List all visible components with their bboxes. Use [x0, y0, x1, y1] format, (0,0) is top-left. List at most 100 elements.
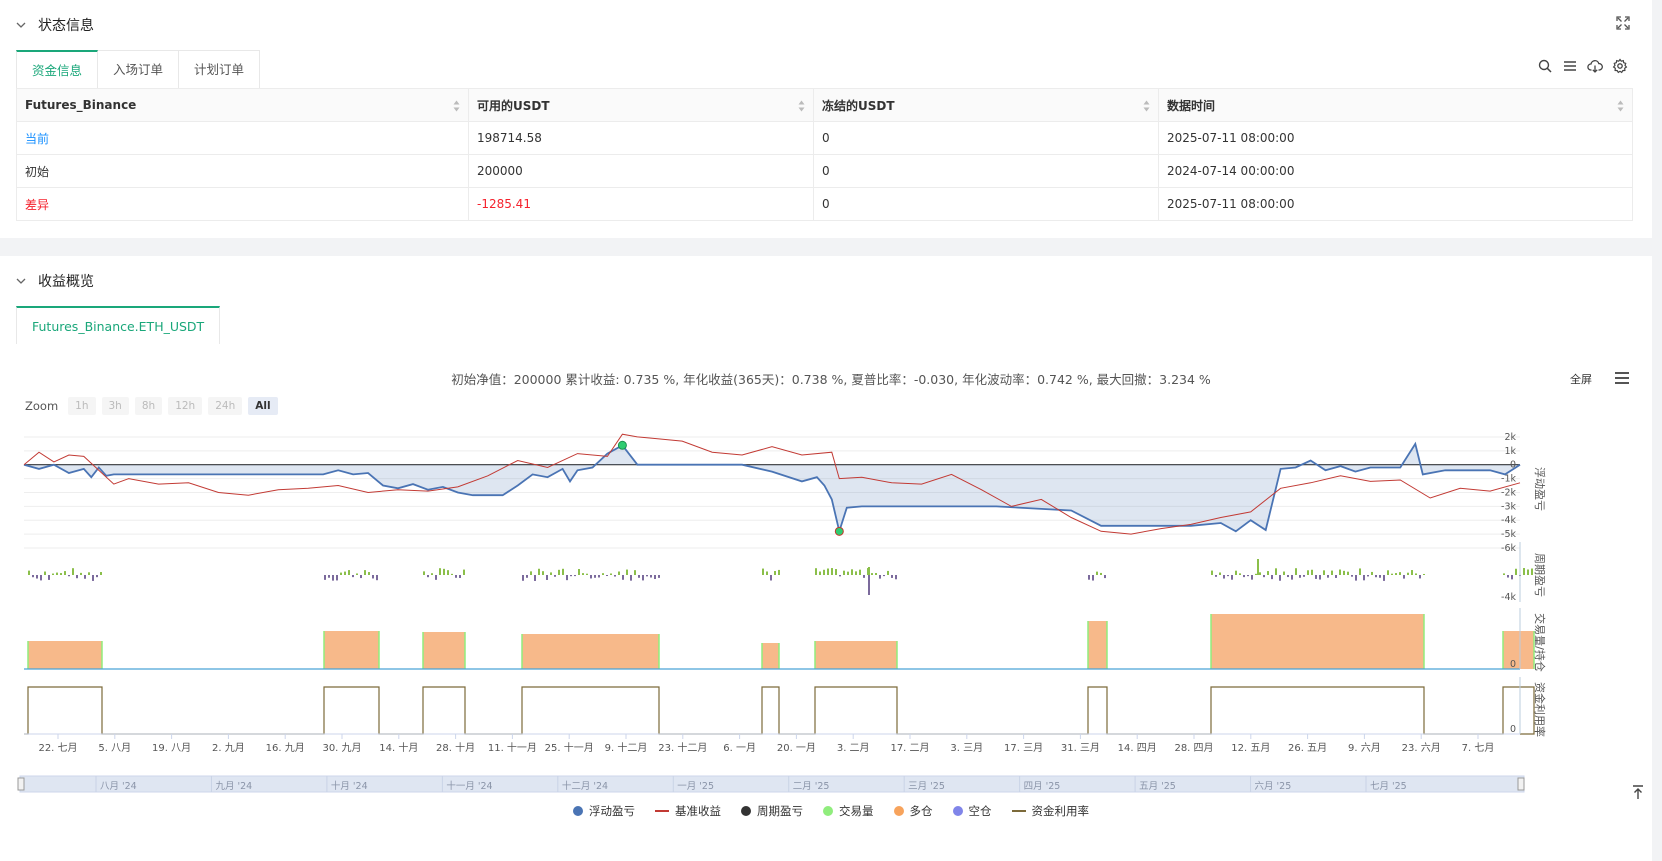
period-pnl-bar	[546, 575, 548, 580]
navigator-tick-label: 四月 '25	[1024, 781, 1061, 792]
col-time[interactable]: 数据时间	[1158, 88, 1633, 122]
period-pnl-bar	[1223, 575, 1225, 579]
zoom-all-button[interactable]: All	[248, 397, 278, 415]
col-available[interactable]: 可用的USDT	[468, 88, 814, 122]
period-pnl-bar	[868, 575, 870, 595]
y-tick-label: -4k	[1501, 592, 1516, 603]
chart-axes: 2k 1k 0 -1k -2k -3k -4k -5k -6k 浮动盈亏 -4k 周期盈亏 0 交易量/持…	[17, 432, 1547, 793]
navigator-tick-label: 八月 '24	[100, 781, 137, 792]
x-tick-label: 11. 十一月	[488, 741, 537, 754]
period-pnl-bar	[348, 570, 350, 575]
period-pnl-bar	[594, 575, 596, 578]
hamburger-menu-icon[interactable]	[1614, 371, 1630, 385]
legend-floating-pnl[interactable]: 浮动盈亏	[573, 803, 635, 819]
chevron-down-icon[interactable]	[16, 276, 26, 286]
x-tick-label: 12. 五月	[1231, 742, 1270, 754]
gear-icon[interactable]	[1612, 58, 1628, 74]
legend-long[interactable]: 多仓	[893, 803, 933, 819]
period-pnl-bar	[1523, 568, 1525, 575]
period-pnl-bar	[60, 573, 62, 575]
period-pnl-bar	[1104, 575, 1106, 579]
col-exchange[interactable]: Futures_Binance	[16, 88, 469, 122]
period-pnl-bar	[586, 573, 588, 575]
fullscreen-icon[interactable]	[1616, 16, 1630, 30]
list-icon[interactable]	[1562, 58, 1578, 74]
period-pnl-bar	[774, 571, 776, 575]
zoom-1h-button[interactable]: 1h	[68, 397, 96, 415]
period-pnl-bar	[891, 575, 893, 578]
period-pnl-bar	[538, 568, 540, 575]
col-frozen[interactable]: 冻结的USDT	[813, 88, 1159, 122]
long-position-block	[1503, 631, 1534, 669]
x-tick-label: 23. 十二月	[658, 741, 707, 754]
panel-label: 资金利用率	[1533, 682, 1547, 737]
entry-marker	[617, 440, 627, 450]
legend-utilization[interactable]: 资金利用率	[1011, 803, 1089, 819]
sort-icon[interactable]	[453, 100, 460, 112]
period-pnl-bar	[610, 573, 612, 575]
tab-symbol[interactable]: Futures_Binance.ETH_USDT	[16, 306, 221, 344]
tab-funds[interactable]: 资金信息	[16, 50, 99, 88]
table-toolbar	[1537, 58, 1628, 74]
period-pnl-bar	[1319, 575, 1321, 580]
period-pnl-bar	[1367, 575, 1369, 577]
row-label-current[interactable]: 当前	[16, 121, 469, 155]
legend-volume[interactable]: 交易量	[823, 803, 874, 819]
period-pnl-bar	[578, 569, 580, 575]
tab-plan-orders[interactable]: 计划订单	[179, 50, 261, 88]
period-pnl-bar	[847, 571, 849, 575]
volume-position-panel	[24, 614, 1535, 670]
sort-icon[interactable]	[1617, 100, 1624, 112]
chevron-down-icon[interactable]	[16, 20, 26, 30]
search-icon[interactable]	[1537, 58, 1553, 74]
zoom-8h-button[interactable]: 8h	[134, 397, 163, 415]
period-pnl-bar	[352, 575, 354, 578]
period-pnl-bar	[32, 575, 34, 578]
profit-panel: 收益概览 Futures_Binance.ETH_USDT	[0, 256, 1652, 861]
period-pnl-bar	[630, 575, 632, 581]
scroll-to-top-icon[interactable]	[1626, 780, 1650, 804]
period-pnl-bar	[1395, 573, 1397, 575]
x-tick-label: 14. 四月	[1118, 742, 1157, 754]
period-pnl-bar	[863, 575, 865, 578]
legend-benchmark[interactable]: 基准收益	[655, 803, 721, 819]
period-pnl-bar	[887, 570, 889, 575]
legend-short[interactable]: 空仓	[952, 803, 992, 819]
period-pnl-bar	[831, 568, 833, 575]
profit-chart[interactable]: 2k 1k 0 -1k -2k -3k -4k -5k -6k 浮动盈亏 -4k 周期盈亏 0 交易量/持…	[0, 420, 1662, 800]
period-pnl-bar	[1303, 575, 1305, 577]
period-pnl-bar	[64, 571, 66, 575]
sort-icon[interactable]	[1143, 100, 1150, 112]
period-pnl-bar	[40, 575, 42, 581]
legend-marker	[573, 806, 583, 816]
period-pnl-bar	[1531, 568, 1533, 575]
x-tick-label: 28. 十月	[436, 741, 475, 754]
period-pnl-bar	[530, 571, 532, 575]
status-panel-header[interactable]: 状态信息	[16, 14, 94, 36]
period-pnl-bar	[554, 575, 556, 577]
period-pnl-bar	[1235, 570, 1237, 575]
period-pnl-bar	[1239, 573, 1241, 575]
legend-period-pnl[interactable]: 周期盈亏	[741, 803, 803, 819]
period-pnl-bar	[815, 568, 817, 575]
period-pnl-bar	[638, 575, 640, 578]
zoom-12h-button[interactable]: 12h	[168, 397, 203, 415]
period-pnl-bar	[1215, 575, 1217, 577]
period-pnl-bar	[1243, 575, 1245, 578]
period-pnl-bar	[542, 571, 544, 575]
period-pnl-bar	[431, 573, 433, 575]
cloud-download-icon[interactable]	[1587, 58, 1603, 74]
profit-panel-header[interactable]: 收益概览	[16, 270, 94, 292]
zoom-24h-button[interactable]: 24h	[208, 397, 243, 415]
period-pnl-bar	[1267, 571, 1269, 575]
period-pnl-bar	[1315, 575, 1317, 579]
table-row: 初始 200000 0 2024-07-14 00:00:00	[16, 154, 1633, 188]
period-pnl-bar	[1403, 575, 1405, 579]
chart-fullscreen-button[interactable]: 全屏	[1570, 373, 1592, 386]
tab-entry-orders[interactable]: 入场订单	[98, 50, 180, 88]
x-tick-label: 28. 四月	[1174, 742, 1213, 754]
cell-frozen: 0	[813, 121, 1159, 155]
zoom-3h-button[interactable]: 3h	[101, 397, 129, 415]
sort-icon[interactable]	[798, 100, 805, 112]
period-pnl-bar	[439, 568, 441, 575]
